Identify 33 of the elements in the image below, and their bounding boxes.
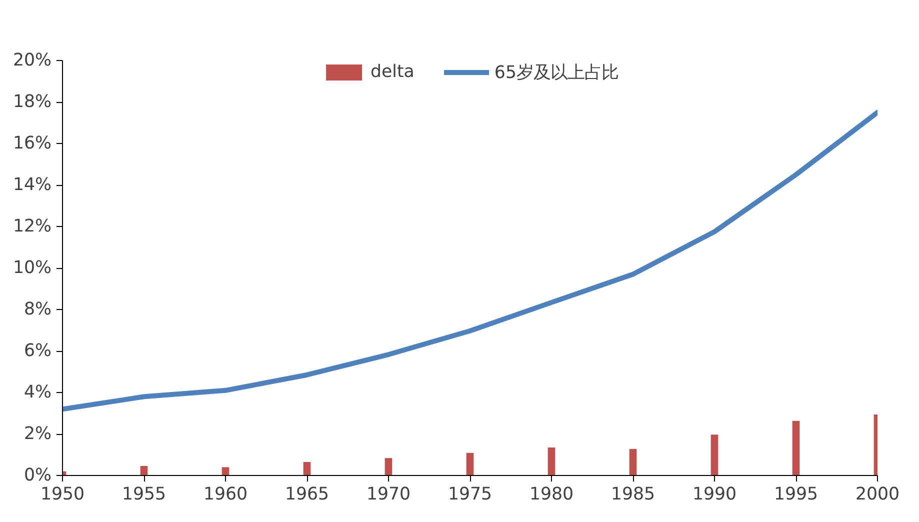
legend-label: 65岁及以上占比 (494, 62, 618, 84)
bar (384, 458, 392, 476)
x-tick-label: 1950 (40, 484, 85, 504)
bar (792, 420, 800, 476)
y-tick-label: 2% (24, 424, 52, 444)
bar (466, 452, 474, 476)
x-tick-label: 1990 (692, 484, 737, 504)
bar (140, 466, 148, 476)
y-tick-label: 12% (12, 216, 52, 236)
bar (303, 462, 311, 476)
bar (629, 448, 637, 476)
bar (222, 467, 230, 476)
bar (548, 447, 556, 476)
y-tick-label: 6% (24, 341, 52, 361)
bar (710, 434, 718, 476)
x-tick-label: 1970 (366, 484, 411, 504)
y-tick-label: 18% (12, 92, 52, 112)
x-tick-label: 1985 (610, 484, 656, 504)
y-tick-label: 4% (24, 382, 52, 402)
x-tick-label: 1960 (203, 484, 248, 504)
x-tick-label: 1955 (122, 484, 166, 504)
x-tick-label: 1965 (284, 484, 330, 504)
y-tick-label: 8% (24, 300, 52, 320)
y-tick-label: 0% (24, 466, 52, 486)
y-tick-label: 10% (12, 258, 52, 278)
y-tick-label: 16% (12, 134, 52, 154)
x-tick-label: 1980 (529, 484, 574, 504)
x-tick-label: 2000 (855, 484, 900, 504)
legend-label: delta (370, 62, 414, 82)
y-tick-label: 20% (12, 50, 52, 70)
y-tick-label: 14% (12, 175, 52, 195)
x-tick-label: 1975 (448, 484, 492, 504)
x-tick-label: 1995 (774, 484, 818, 504)
